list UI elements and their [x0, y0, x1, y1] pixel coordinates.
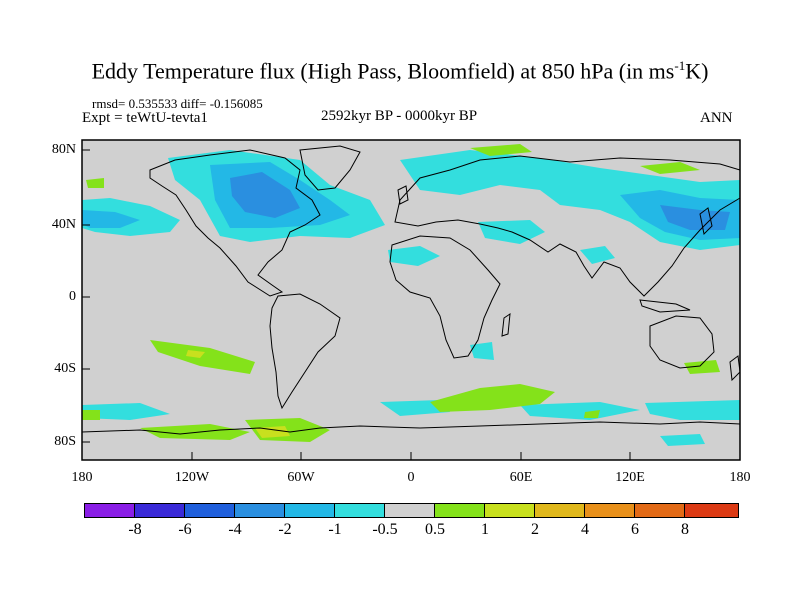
- colorbar-label: -2: [278, 521, 292, 538]
- coast-south-america: [269, 293, 341, 410]
- colorbar-label: -1: [328, 521, 342, 538]
- colorbar-cell: [534, 503, 585, 518]
- field-safrica-patch: [470, 342, 494, 360]
- colorbar-cell: [584, 503, 635, 518]
- colorbar-label: 2: [531, 521, 539, 538]
- coast-greenland: [299, 145, 361, 191]
- lon-label-180w: 180: [71, 470, 93, 485]
- colorbar-cell: [484, 503, 535, 518]
- colorbar-label: -0.5: [372, 521, 398, 538]
- lat-label-eq: 0: [69, 289, 76, 304]
- colorbar-label: 0.5: [425, 521, 445, 538]
- field-so-green-5: [584, 410, 600, 418]
- coast-africa: [389, 235, 501, 359]
- field-eurasia-midblue: [660, 205, 730, 230]
- coast-indonesia: [639, 299, 691, 313]
- colorbar-label: 4: [581, 521, 589, 538]
- lon-label-120w: 120W: [174, 470, 210, 485]
- axis-ticks: [81, 149, 741, 460]
- field-arctic-green-3: [640, 162, 700, 174]
- experiment-label: Expt = teWtU-tevta1: [82, 110, 208, 126]
- period-label: 2592kyr BP - 0000kyr BP: [321, 108, 478, 124]
- lon-label-180e: 180: [729, 470, 751, 485]
- colorbar-label: 6: [631, 521, 639, 538]
- field-so-green-1: [430, 384, 555, 412]
- colorbar-cell: [134, 503, 185, 518]
- colorbar-cell: [634, 503, 685, 518]
- colorbar-cell: [284, 503, 335, 518]
- field-na-midblue: [230, 172, 300, 218]
- colorbar-cell: [234, 503, 285, 518]
- colorbar-label: 1: [481, 521, 489, 538]
- stats-text: rmsd= 0.535533 diff= -0.156085: [92, 96, 263, 111]
- coast-madagascar: [501, 312, 511, 337]
- colorbar-label: -4: [228, 521, 242, 538]
- colorbar-cell: [384, 503, 435, 518]
- lat-label-40n: 40N: [51, 217, 76, 232]
- field-australia-green: [684, 360, 720, 374]
- coastlines: [81, 145, 741, 435]
- coast-antarctica: [81, 421, 741, 435]
- field-so-cyan-3: [520, 402, 640, 420]
- coast-japan: [699, 207, 713, 236]
- field-so-cyan-5: [660, 434, 705, 446]
- lon-label-60e: 60E: [509, 470, 533, 485]
- field-so-cyan-4: [645, 400, 740, 420]
- colorbar-cell: [684, 503, 739, 518]
- field-india-patch: [580, 246, 615, 264]
- lon-label-0: 0: [407, 470, 415, 485]
- field-arctic-green-1: [470, 144, 532, 156]
- lat-label-80s: 80S: [54, 434, 76, 449]
- field-south-pacific-green: [150, 340, 255, 374]
- lon-label-120e: 120E: [615, 470, 645, 485]
- coast-north-america: [149, 149, 321, 297]
- anomaly-fields: [82, 144, 740, 446]
- colorbar-cell: [334, 503, 385, 518]
- colorbar-label: 8: [681, 521, 689, 538]
- season-label: ANN: [700, 110, 733, 126]
- colorbar-label: -6: [178, 521, 192, 538]
- field-arctic-green-2: [86, 178, 104, 188]
- lat-label-40s: 40S: [54, 361, 76, 376]
- field-north-pacific-blue: [82, 210, 140, 228]
- colorbar-label: -8: [128, 521, 142, 538]
- field-atlantic-patch: [388, 246, 440, 266]
- field-south-pacific-yellow: [186, 350, 205, 358]
- lon-label-60w: 60W: [287, 470, 315, 485]
- colorbar-cell: [84, 503, 135, 518]
- field-so-cyan-1: [82, 403, 170, 420]
- field-so-green-4: [82, 410, 100, 420]
- colorbar-cell: [434, 503, 485, 518]
- coast-eurasia: [394, 155, 741, 297]
- chart-title: Eddy Temperature flux (High Pass, Bloomf…: [91, 58, 709, 84]
- coast-uk: [397, 185, 409, 205]
- colorbar-cell: [184, 503, 235, 518]
- coast-australia: [649, 315, 715, 369]
- lat-label-80n: 80N: [51, 142, 76, 157]
